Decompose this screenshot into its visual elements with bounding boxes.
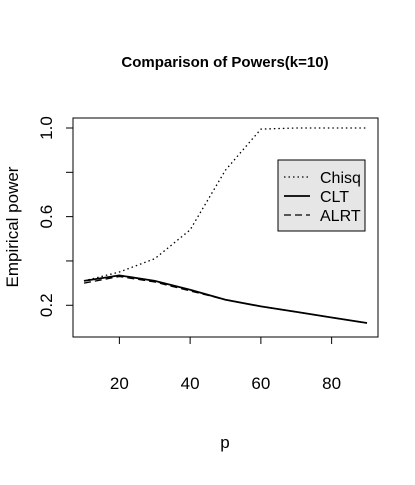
chart-title: Comparison of Powers(k=10) <box>121 54 328 71</box>
y-tick-label: 1.0 <box>37 116 56 140</box>
x-tick-label: 60 <box>251 374 270 393</box>
y-axis: 0.2 0.6 1.0 <box>37 116 73 317</box>
x-tick-label: 20 <box>110 374 129 393</box>
y-tick-label: 0.2 <box>37 293 56 317</box>
y-tick-label: 0.6 <box>37 205 56 229</box>
x-tick-label: 40 <box>181 374 200 393</box>
y-axis-label: Empirical power <box>3 166 22 287</box>
legend-label-chisq: Chisq <box>320 170 361 187</box>
x-axis: 20 40 60 80 <box>110 337 341 393</box>
x-axis-label: p <box>220 433 229 452</box>
series-layer <box>83 127 368 324</box>
x-tick-label: 80 <box>322 374 341 393</box>
plot-frame <box>72 117 379 338</box>
legend-label-alrt: ALRT <box>320 208 361 225</box>
series-line-chisq <box>83 127 367 282</box>
legend: Chisq CLT ALRT <box>277 159 366 232</box>
series-line-alrt <box>83 275 368 324</box>
legend-label-clt: CLT <box>320 189 349 206</box>
